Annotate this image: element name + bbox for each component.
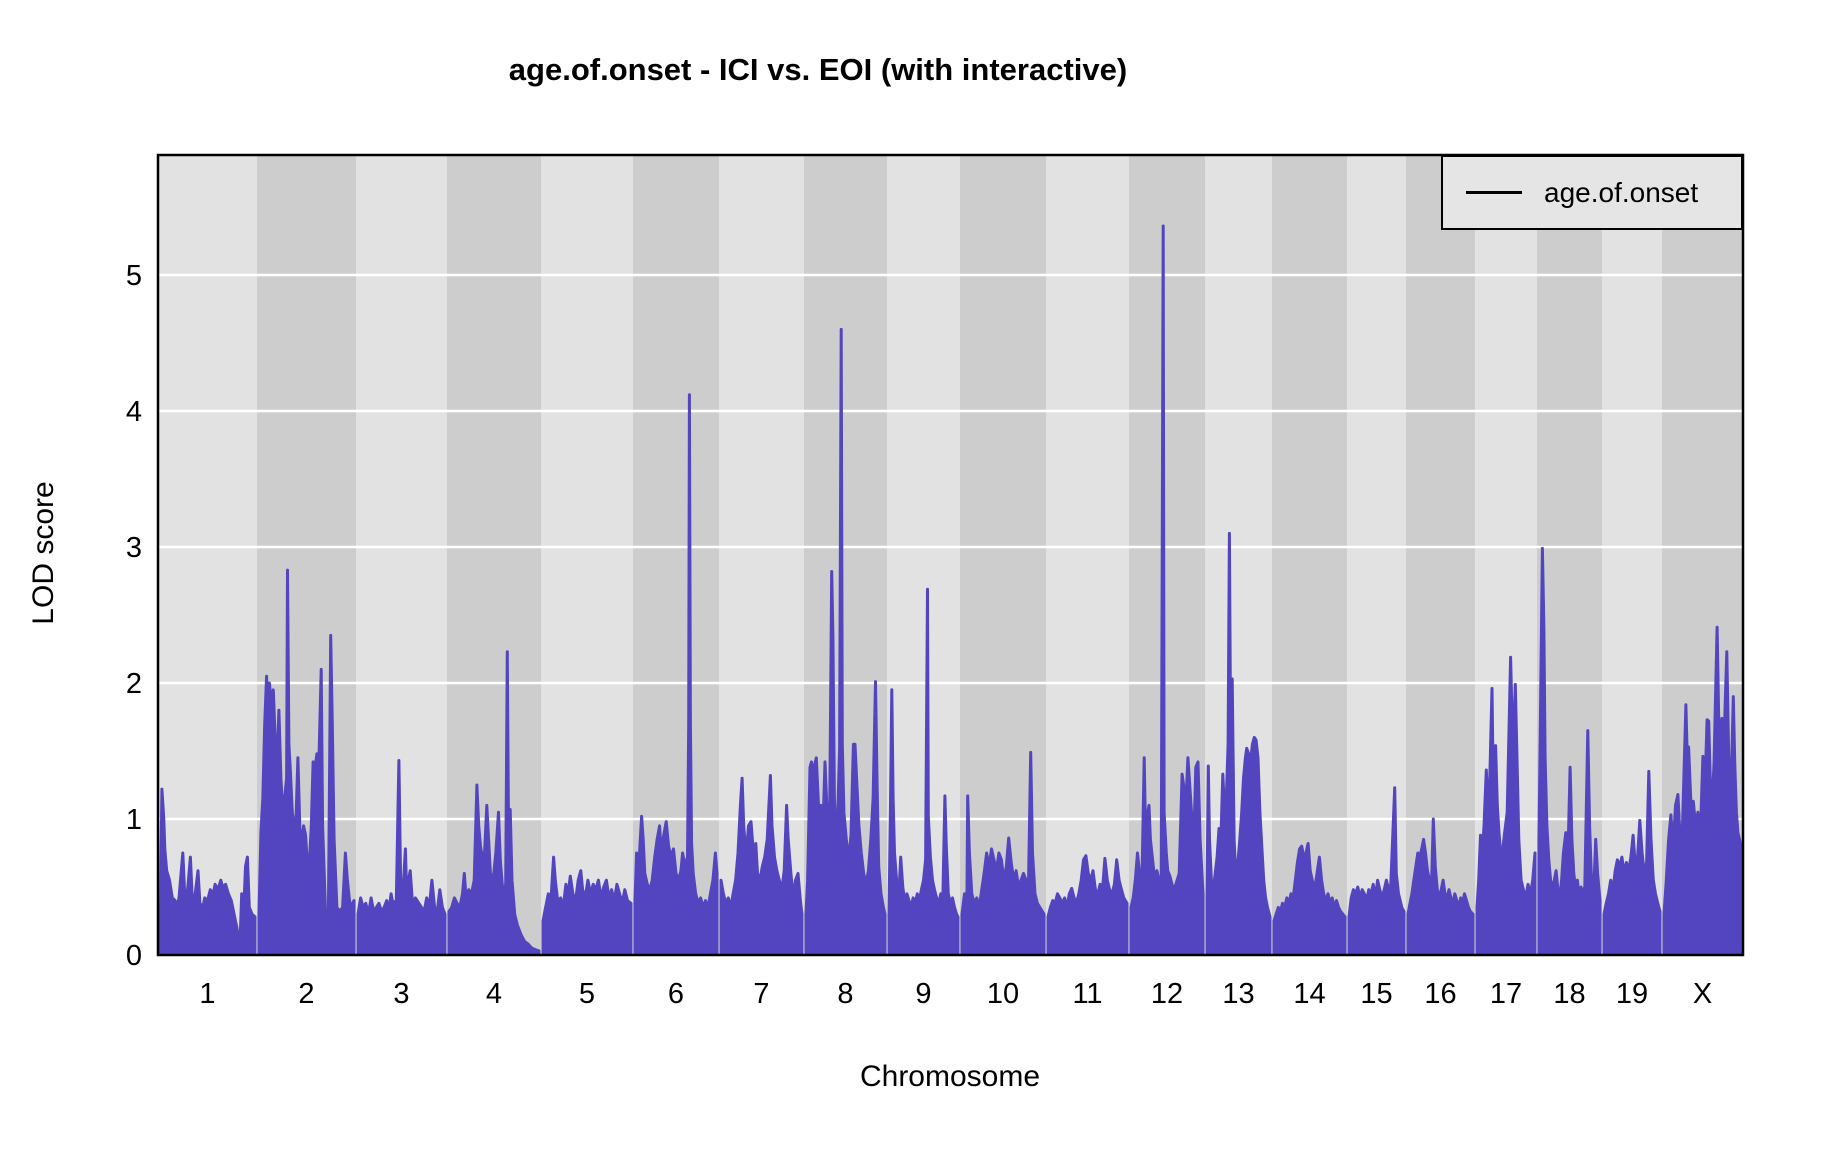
lod-curve-chr-17 — [1475, 655, 1537, 955]
chromosome-band-3 — [356, 155, 447, 955]
lod-curve-chr-18 — [1537, 546, 1602, 955]
chromosome-band-4 — [447, 155, 541, 955]
lod-curve-chr-13 — [1205, 531, 1272, 955]
chromosome-band-14 — [1272, 155, 1347, 955]
lod-curve-chr-5 — [541, 855, 633, 955]
lod-curve-chr-8 — [804, 327, 887, 955]
chromosome-label-17: 17 — [1490, 978, 1522, 1010]
lod-curve-chr-19 — [1602, 769, 1662, 955]
ytick-label-2: 2 — [126, 668, 142, 700]
chromosome-label-5: 5 — [579, 978, 595, 1010]
chromosome-band-1 — [158, 155, 257, 955]
chromosome-label-16: 16 — [1424, 978, 1456, 1010]
lod-curve-chr-7 — [719, 774, 804, 955]
chromosome-label-12: 12 — [1151, 978, 1183, 1010]
chromosome-label-18: 18 — [1553, 978, 1585, 1010]
chromosome-label-6: 6 — [668, 978, 684, 1010]
chromosome-label-X: X — [1693, 978, 1712, 1010]
figure-title: age.of.onset - ICI vs. EOI (with interac… — [508, 52, 1128, 87]
chromosome-label-11: 11 — [1072, 978, 1102, 1010]
chromosome-band-19 — [1602, 155, 1662, 955]
lod-curve-chr-14 — [1272, 842, 1347, 955]
lod-curve-chr-16 — [1406, 817, 1475, 955]
chromosome-label-9: 9 — [915, 978, 931, 1010]
chromosome-label-8: 8 — [837, 978, 853, 1010]
lod-curve-chr-12 — [1129, 224, 1205, 955]
legend-series-line-icon — [1466, 191, 1522, 194]
chromosome-band-11 — [1046, 155, 1129, 955]
chromosome-label-3: 3 — [393, 978, 409, 1010]
plot-border — [156, 153, 1745, 957]
chromosome-label-7: 7 — [753, 978, 769, 1010]
chromosome-label-4: 4 — [486, 978, 502, 1010]
chromosome-band-5 — [541, 155, 633, 955]
lod-curve-chr-9 — [887, 587, 960, 955]
ytick-label-0: 0 — [126, 940, 142, 972]
lod-curve-chr-X — [1662, 625, 1743, 955]
legend-box: age.of.onset — [1441, 155, 1743, 230]
ytick-label-3: 3 — [126, 532, 142, 564]
chromosome-band-16 — [1406, 155, 1475, 955]
chromosome-label-19: 19 — [1616, 978, 1648, 1010]
lod-curve-chr-2 — [257, 568, 356, 955]
lod-curve-chr-1 — [158, 787, 257, 955]
chromosome-band-9 — [887, 155, 960, 955]
chromosome-label-15: 15 — [1360, 978, 1392, 1010]
chromosome-label-13: 13 — [1222, 978, 1254, 1010]
lod-curve-chr-4 — [447, 650, 541, 955]
legend-series-label: age.of.onset — [1544, 176, 1699, 208]
chromosome-band-6 — [633, 155, 719, 955]
x-axis-title: Chromosome — [859, 1060, 1041, 1093]
chromosome-label-1: 1 — [199, 978, 215, 1010]
lod-curve-chr-3 — [356, 759, 447, 955]
lod-curve-chr-11 — [1046, 854, 1129, 955]
ytick-label-5: 5 — [126, 260, 142, 292]
chromosome-label-10: 10 — [987, 978, 1019, 1010]
chromosome-band-7 — [719, 155, 804, 955]
ytick-label-4: 4 — [126, 396, 142, 428]
chromosome-label-14: 14 — [1293, 978, 1325, 1010]
chromosome-label-2: 2 — [298, 978, 314, 1010]
ytick-label-1: 1 — [126, 804, 142, 836]
lod-curve-chr-15 — [1347, 786, 1406, 955]
lod-curve-chr-10 — [960, 750, 1046, 955]
lod-curve-chr-6 — [633, 393, 719, 955]
